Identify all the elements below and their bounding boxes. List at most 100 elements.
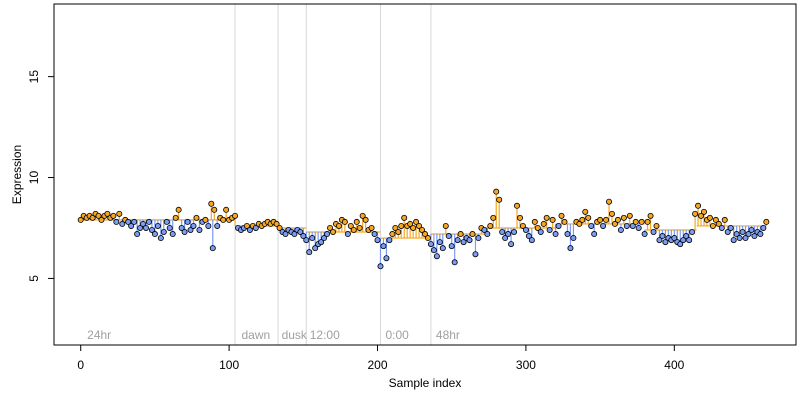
- data-point: [344, 231, 351, 238]
- data-point: [611, 220, 618, 227]
- data-point: [588, 222, 595, 229]
- data-point: [371, 231, 378, 238]
- data-point: [427, 241, 434, 248]
- y-tick-label: 5: [27, 275, 41, 282]
- data-point: [327, 224, 334, 231]
- data-point: [635, 224, 642, 231]
- data-point: [564, 231, 571, 238]
- data-point: [140, 220, 147, 227]
- data-point: [700, 208, 707, 215]
- data-point: [718, 224, 725, 231]
- data-point: [110, 212, 117, 219]
- data-point: [436, 239, 443, 246]
- data-point: [297, 229, 304, 236]
- data-point: [528, 237, 535, 244]
- data-point: [202, 216, 209, 223]
- data-point: [712, 216, 719, 223]
- data-point: [321, 235, 328, 242]
- data-point: [508, 241, 515, 248]
- data-point: [493, 188, 500, 195]
- condition-label: 24hr: [87, 328, 111, 342]
- data-point: [329, 229, 336, 236]
- data-point: [137, 224, 144, 231]
- data-point: [318, 239, 325, 246]
- data-point: [680, 237, 687, 244]
- data-point: [309, 235, 316, 242]
- data-point: [614, 216, 621, 223]
- data-point: [579, 216, 586, 223]
- data-point: [561, 218, 568, 225]
- data-point: [748, 226, 755, 233]
- condition-label: 48hr: [436, 328, 460, 342]
- data-point: [143, 224, 150, 231]
- data-point: [632, 218, 639, 225]
- data-point: [362, 216, 369, 223]
- data-point: [689, 229, 696, 236]
- data-point: [496, 196, 503, 203]
- data-point: [178, 224, 185, 231]
- data-point: [131, 218, 138, 225]
- data-point: [638, 218, 645, 225]
- data-point: [457, 231, 464, 238]
- data-point: [514, 202, 521, 209]
- data-point: [736, 235, 743, 242]
- data-point: [419, 226, 426, 233]
- data-point: [421, 231, 428, 238]
- data-point: [77, 216, 84, 223]
- data-point: [282, 231, 289, 238]
- data-point: [647, 212, 654, 219]
- data-point: [475, 235, 482, 242]
- data-point: [407, 220, 414, 227]
- data-point: [570, 235, 577, 242]
- data-point: [516, 214, 523, 221]
- data-point: [644, 218, 651, 225]
- data-point: [662, 239, 669, 246]
- data-point: [549, 216, 556, 223]
- condition-label: dawn: [242, 328, 271, 342]
- data-point: [623, 222, 630, 229]
- data-point: [187, 226, 194, 233]
- data-point: [291, 231, 298, 238]
- data-point: [692, 210, 699, 217]
- data-point: [641, 231, 648, 238]
- data-point: [95, 212, 102, 219]
- condition-label: dusk: [282, 328, 308, 342]
- data-point: [208, 200, 215, 207]
- data-point: [401, 214, 408, 221]
- condition-label: 12:00: [310, 328, 340, 342]
- data-point: [525, 233, 532, 240]
- data-point: [243, 222, 250, 229]
- data-point: [128, 222, 135, 229]
- data-point: [439, 245, 446, 252]
- data-point: [617, 226, 624, 233]
- data-point: [751, 233, 758, 240]
- data-point: [214, 222, 221, 229]
- data-point: [576, 220, 583, 227]
- data-point: [160, 229, 167, 236]
- data-point: [134, 231, 141, 238]
- condition-separators: [234, 4, 432, 345]
- data-point: [303, 237, 310, 244]
- data-point: [606, 198, 613, 205]
- data-point: [220, 216, 227, 223]
- data-point: [157, 235, 164, 242]
- data-point: [469, 231, 476, 238]
- data-point: [273, 220, 280, 227]
- data-point: [522, 226, 529, 233]
- data-point: [145, 218, 152, 225]
- data-point: [324, 231, 331, 238]
- data-point: [534, 224, 541, 231]
- condition-labels: 24hr dawn dusk 12:00 0:00 48hr: [87, 328, 460, 342]
- data-point: [276, 224, 283, 231]
- x-tick-label: 400: [664, 358, 684, 372]
- data-point: [448, 243, 455, 250]
- data-point: [537, 229, 544, 236]
- data-point: [430, 247, 437, 254]
- data-point: [620, 214, 627, 221]
- data-point: [466, 237, 473, 244]
- data-point: [472, 251, 479, 258]
- plot-frame: [53, 3, 797, 346]
- data-point: [626, 212, 633, 219]
- data-point: [650, 229, 657, 236]
